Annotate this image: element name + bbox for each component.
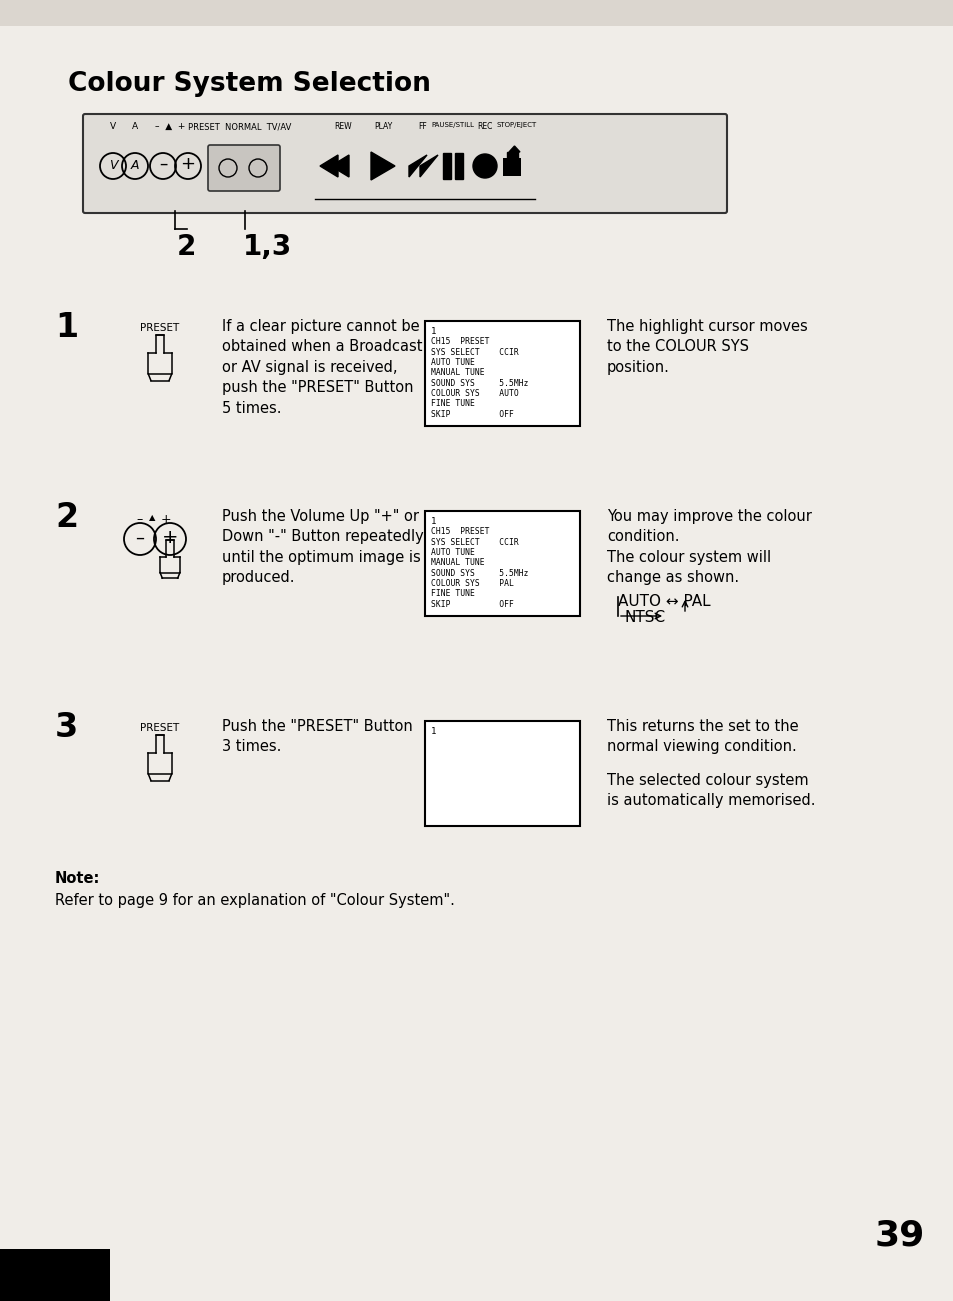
Text: 1: 1 <box>431 516 436 526</box>
Text: +: + <box>180 155 195 173</box>
Text: PRESET: PRESET <box>140 723 179 732</box>
Text: –: – <box>136 513 143 526</box>
Text: FINE TUNE: FINE TUNE <box>431 399 475 409</box>
Text: FINE TUNE: FINE TUNE <box>431 589 475 598</box>
Text: This returns the set to the
normal viewing condition.: This returns the set to the normal viewi… <box>606 719 798 755</box>
Text: PRESET  NORMAL  TV/AV: PRESET NORMAL TV/AV <box>188 122 292 131</box>
Text: PAUSE/STILL: PAUSE/STILL <box>431 122 474 127</box>
Bar <box>0 1249 110 1301</box>
Polygon shape <box>442 154 451 180</box>
Polygon shape <box>419 155 437 177</box>
Circle shape <box>473 154 497 178</box>
Bar <box>424 321 579 425</box>
Text: –: – <box>158 155 167 173</box>
Text: NTSC: NTSC <box>624 610 665 624</box>
Text: Push the "PRESET" Button
3 times.: Push the "PRESET" Button 3 times. <box>222 719 413 755</box>
Polygon shape <box>331 155 349 177</box>
Text: REC: REC <box>476 122 492 131</box>
Text: The highlight cursor moves
to the COLOUR SYS
position.: The highlight cursor moves to the COLOUR… <box>606 319 807 375</box>
Text: MANUAL TUNE: MANUAL TUNE <box>431 368 484 377</box>
Text: AUTO ↔ PAL: AUTO ↔ PAL <box>618 595 710 609</box>
Text: PLAY: PLAY <box>374 122 392 131</box>
Text: +: + <box>160 513 172 526</box>
Text: Note:: Note: <box>55 870 100 886</box>
Text: 39: 39 <box>874 1219 924 1253</box>
Polygon shape <box>319 155 337 177</box>
Text: 1,3: 1,3 <box>243 233 292 262</box>
Text: 2: 2 <box>177 233 196 262</box>
Text: MANUAL TUNE: MANUAL TUNE <box>431 558 484 567</box>
Polygon shape <box>506 152 517 157</box>
Text: AUTO TUNE: AUTO TUNE <box>431 358 475 367</box>
Text: CH15  PRESET: CH15 PRESET <box>431 337 489 346</box>
Text: 1: 1 <box>431 327 436 336</box>
Polygon shape <box>455 154 462 180</box>
Text: If a clear picture cannot be
obtained when a Broadcast
or AV signal is received,: If a clear picture cannot be obtained wh… <box>222 319 422 415</box>
Text: A: A <box>131 159 139 172</box>
Text: –  ▲  +: – ▲ + <box>154 122 185 131</box>
Text: 1: 1 <box>431 727 436 736</box>
Text: A: A <box>132 122 138 131</box>
FancyBboxPatch shape <box>208 144 280 191</box>
Bar <box>424 721 579 826</box>
Text: SKIP          OFF: SKIP OFF <box>431 600 514 609</box>
Polygon shape <box>509 146 519 152</box>
Text: +: + <box>162 527 178 546</box>
Text: SOUND SYS     5.5MHz: SOUND SYS 5.5MHz <box>431 379 528 388</box>
Text: PRESET: PRESET <box>140 323 179 333</box>
Text: COLOUR SYS    PAL: COLOUR SYS PAL <box>431 579 514 588</box>
Bar <box>0 0 953 26</box>
Text: ▲: ▲ <box>149 513 155 522</box>
Text: CH15  PRESET: CH15 PRESET <box>431 527 489 536</box>
Text: STOP/EJECT: STOP/EJECT <box>497 122 537 127</box>
Text: COLOUR SYS    AUTO: COLOUR SYS AUTO <box>431 389 518 398</box>
Text: Colour System Selection: Colour System Selection <box>68 72 431 98</box>
Polygon shape <box>409 155 427 177</box>
Text: SKIP          OFF: SKIP OFF <box>431 410 514 419</box>
Text: AUTO TUNE: AUTO TUNE <box>431 548 475 557</box>
FancyBboxPatch shape <box>83 114 726 213</box>
Polygon shape <box>371 152 395 180</box>
Text: V: V <box>109 159 117 172</box>
Text: –: – <box>135 530 144 546</box>
Text: SYS SELECT    CCIR: SYS SELECT CCIR <box>431 537 518 546</box>
Text: 2: 2 <box>55 501 78 533</box>
Text: 1: 1 <box>55 311 78 343</box>
Text: FF: FF <box>418 122 427 131</box>
Text: REW: REW <box>334 122 352 131</box>
Bar <box>502 157 520 176</box>
Bar <box>424 511 579 615</box>
Text: 3: 3 <box>55 712 78 744</box>
Text: Push the Volume Up "+" or
Down "-" Button repeatedly
until the optimum image is
: Push the Volume Up "+" or Down "-" Butto… <box>222 509 423 585</box>
Text: V: V <box>110 122 116 131</box>
Text: SOUND SYS     5.5MHz: SOUND SYS 5.5MHz <box>431 569 528 578</box>
Text: SYS SELECT    CCIR: SYS SELECT CCIR <box>431 347 518 356</box>
Text: You may improve the colour
condition.
The colour system will
change as shown.: You may improve the colour condition. Th… <box>606 509 811 585</box>
Text: The selected colour system
is automatically memorised.: The selected colour system is automatica… <box>606 773 815 808</box>
Text: Refer to page 9 for an explanation of "Colour System".: Refer to page 9 for an explanation of "C… <box>55 892 455 908</box>
